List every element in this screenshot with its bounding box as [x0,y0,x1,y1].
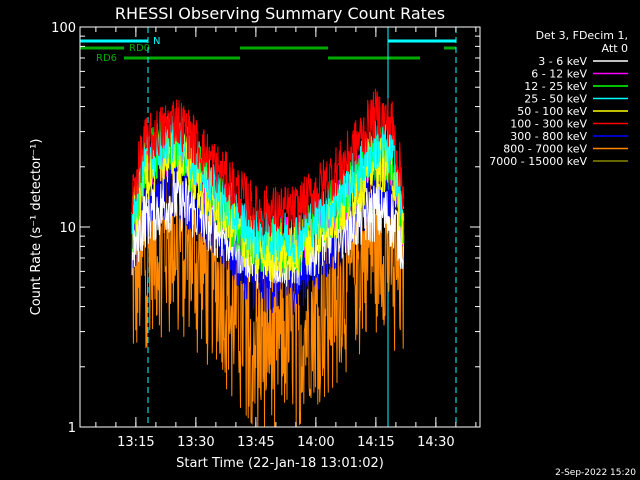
flag-label: N [153,36,160,47]
flag-label: RD6 [96,53,117,64]
legend-entry-label: 6 - 12 keV [531,68,587,81]
legend-header-line: Att 0 [602,42,628,55]
x-tick-label: 14:00 [297,435,334,450]
x-tick-label: 14:15 [357,435,394,450]
x-tick-label: 14:30 [417,435,454,450]
legend-entry-label: 25 - 50 keV [524,93,587,106]
y-axis: 1 10 100 [51,21,480,436]
flag-label: RD0 [129,43,150,54]
series-trace [131,88,405,237]
series-trace [131,167,405,428]
x-axis: 13:15 13:30 13:45 14:00 14:15 14:30 [95,27,477,450]
x-tick-label: 13:15 [117,435,154,450]
legend-entry-label: 800 - 7000 keV [503,143,587,156]
y-tick-label: 1 [68,421,76,436]
legend-entry-label: 50 - 100 keV [517,105,587,118]
x-tick-label: 13:45 [237,435,274,450]
legend-entry-label: 300 - 800 keV [510,130,587,143]
y-tick-label: 10 [59,221,76,236]
legend-entry-label: 3 - 6 keV [538,55,587,68]
legend-entry-label: 100 - 300 keV [510,118,587,131]
date-stamp: 2-Sep-2022 15:20 [555,468,636,478]
legend-header-line: Det 3, FDecim 1, [536,29,628,42]
x-axis-label: Start Time (22-Jan-18 13:01:02) [176,456,384,471]
legend-entry-label: 12 - 25 keV [524,80,587,93]
chart-title: RHESSI Observing Summary Count Rates [115,4,445,23]
y-axis-label: Count Rate (s⁻¹ detector⁻¹) [29,139,44,316]
legend-entry-label: 7000 - 15000 keV [489,155,587,168]
x-tick-label: 13:30 [177,435,214,450]
series-traces [131,88,405,428]
y-tick-label: 100 [51,21,76,36]
